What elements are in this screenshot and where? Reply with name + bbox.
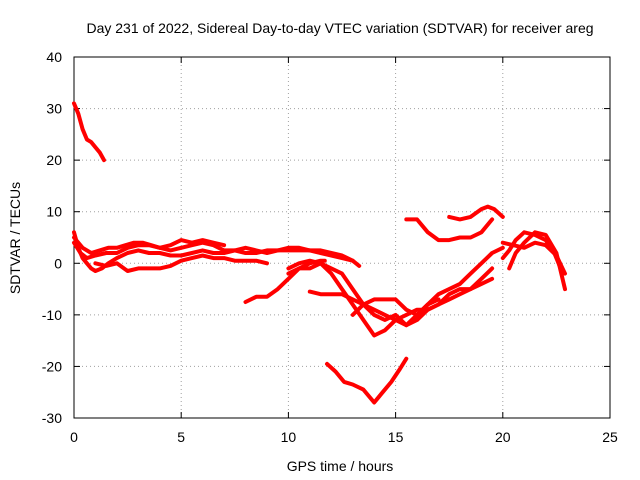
x-tick-label: 20 (495, 429, 511, 445)
series-line-arc-8 (286, 258, 495, 338)
series-line-arc-1 (72, 101, 106, 163)
series-line-arc-12 (404, 217, 495, 243)
y-tick-label: 10 (46, 204, 62, 220)
series-line-arc-4 (72, 235, 227, 255)
series-line-arc-2 (72, 230, 355, 273)
series-line-arc-9 (307, 245, 505, 328)
x-tick-label: 10 (281, 429, 297, 445)
x-axis-label: GPS time / hours (287, 458, 394, 474)
series-line-arc-11 (325, 356, 409, 405)
x-tick-label: 0 (70, 429, 78, 445)
x-tick-label: 25 (602, 429, 618, 445)
series-line-arc-3 (72, 240, 362, 268)
series-line-arc-5 (93, 253, 269, 273)
y-tick-label: -10 (42, 307, 62, 323)
y-axis-label: SDTVAR / TECUs (7, 182, 23, 294)
series-group (72, 101, 567, 405)
series-line-arc-13 (447, 204, 505, 222)
y-tick-label: 20 (46, 152, 62, 168)
y-tick-label: 0 (54, 255, 62, 271)
y-tick-label: -20 (42, 358, 62, 374)
series-line-arc-10 (350, 297, 441, 317)
chart-title: Day 231 of 2022, Sidereal Day-to-day VTE… (86, 20, 593, 36)
y-tick-label: -30 (42, 410, 62, 426)
grid (74, 57, 610, 418)
y-tick-label: 30 (46, 101, 62, 117)
ticks: 0 5 10 15 20 25 -30 -20 -10 0 10 20 30 40 (42, 49, 618, 445)
series-line-arc-16 (507, 230, 567, 292)
y-tick-label: 40 (46, 49, 62, 65)
x-tick-label: 5 (177, 429, 185, 445)
x-tick-label: 15 (388, 429, 404, 445)
